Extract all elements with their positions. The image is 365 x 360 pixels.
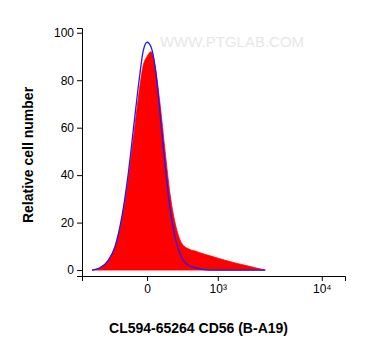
y-tick-mark xyxy=(77,128,82,129)
x-axis-title: CL594-65264 CD56 (B-A19) xyxy=(109,320,288,336)
y-tick: 80 xyxy=(61,74,82,88)
x-tick: 10⁴ xyxy=(313,276,332,296)
y-tick-label: 20 xyxy=(61,216,75,230)
y-axis-line xyxy=(77,29,83,277)
x-tick-label: 10⁴ xyxy=(313,282,332,296)
y-tick-mark xyxy=(77,175,82,176)
y-tick-mark xyxy=(77,33,82,34)
y-tick: 20 xyxy=(61,216,82,230)
y-tick-label: 80 xyxy=(61,74,75,88)
x-axis-line xyxy=(83,277,346,282)
y-tick: 40 xyxy=(61,168,82,182)
x-tick-mark xyxy=(218,276,219,281)
x-tick: 10³ xyxy=(210,276,227,296)
y-tick-label: 0 xyxy=(67,263,74,277)
y-tick-label: 100 xyxy=(54,26,74,40)
chart: WWW.PTGLAB.COM 0 10³ 10⁴ 0 20 40 60 80 100 CL594-6… xyxy=(0,0,365,360)
x-tick-mark xyxy=(147,276,148,281)
y-tick-mark xyxy=(77,270,82,271)
x-tick-label: 10³ xyxy=(210,282,227,296)
x-tick-mark xyxy=(322,276,323,281)
x-axis: 0 10³ 10⁴ xyxy=(83,276,346,296)
y-tick-label: 60 xyxy=(61,121,75,135)
histogram-line xyxy=(92,42,265,270)
y-tick: 0 xyxy=(67,263,82,277)
y-tick-mark xyxy=(77,223,82,224)
y-tick: 100 xyxy=(54,26,82,40)
y-tick: 60 xyxy=(61,121,82,135)
y-axis: 0 20 40 60 80 100 xyxy=(54,26,83,277)
y-tick-label: 40 xyxy=(61,168,75,182)
y-tick-mark xyxy=(77,80,82,81)
plot-area xyxy=(92,42,265,270)
watermark: WWW.PTGLAB.COM xyxy=(160,33,304,50)
y-axis-title: Relative cell number xyxy=(20,86,36,223)
x-tick: 0 xyxy=(144,276,151,296)
x-tick-label: 0 xyxy=(144,282,151,296)
